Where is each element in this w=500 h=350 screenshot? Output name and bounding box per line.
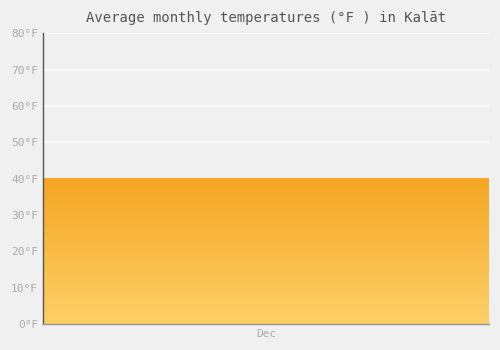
Title: Average monthly temperatures (°F ) in Kalāt: Average monthly temperatures (°F ) in Ka… (86, 11, 446, 25)
Bar (43, 178, 489, 324)
